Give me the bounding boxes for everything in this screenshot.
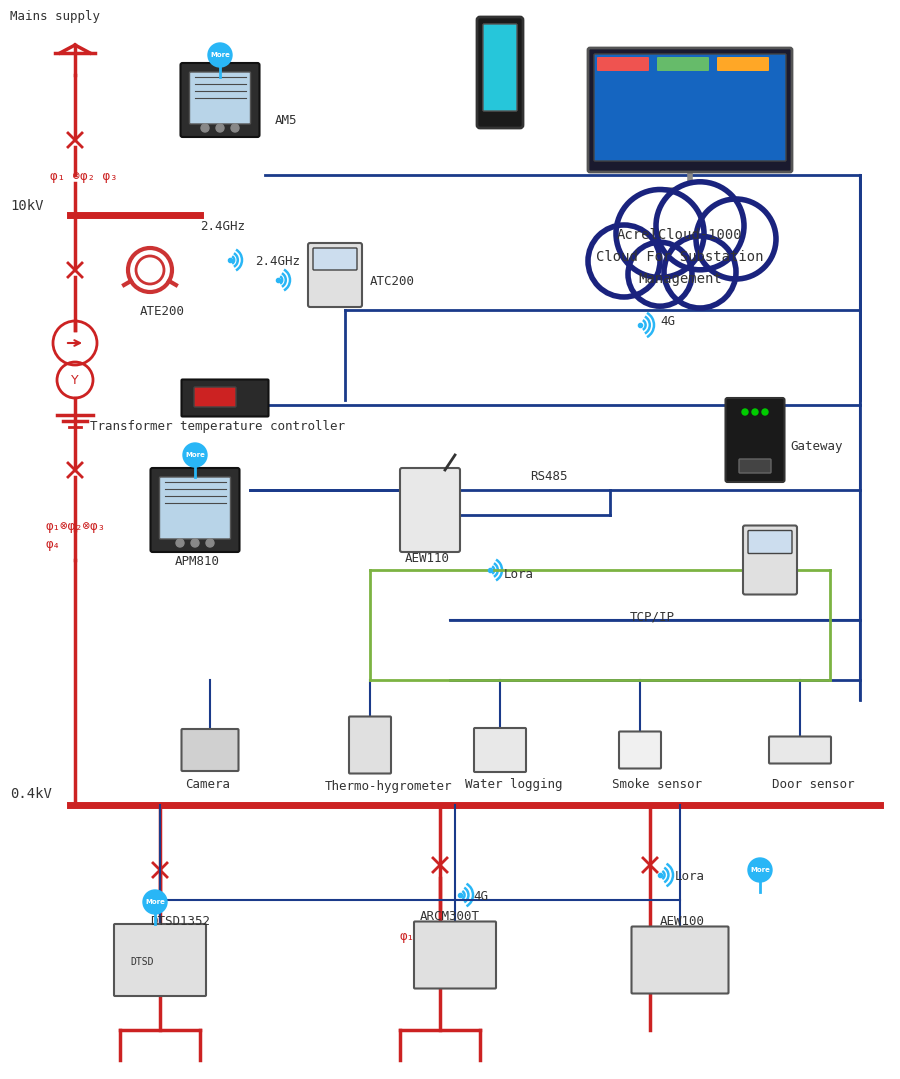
Circle shape <box>752 409 758 415</box>
Text: Lora: Lora <box>504 568 534 581</box>
Text: More: More <box>145 899 165 905</box>
FancyBboxPatch shape <box>717 57 769 71</box>
Text: φ₁ ⊗φ₂ φ₃: φ₁ ⊗φ₂ φ₃ <box>50 170 118 183</box>
Text: APM810: APM810 <box>175 555 220 568</box>
FancyBboxPatch shape <box>725 398 785 482</box>
Text: 10kV: 10kV <box>10 199 43 213</box>
Text: RS485: RS485 <box>530 470 568 483</box>
FancyBboxPatch shape <box>182 380 268 416</box>
Text: Management: Management <box>638 272 722 286</box>
Circle shape <box>201 124 209 132</box>
Text: ATE200: ATE200 <box>140 305 185 318</box>
Text: Camera: Camera <box>185 778 230 791</box>
FancyBboxPatch shape <box>739 459 771 473</box>
FancyBboxPatch shape <box>400 468 460 552</box>
Text: 0.4kV: 0.4kV <box>10 787 52 801</box>
Circle shape <box>206 540 214 547</box>
Text: AEW110: AEW110 <box>405 552 450 565</box>
Text: Mains supply: Mains supply <box>10 10 100 23</box>
Circle shape <box>176 540 184 547</box>
FancyBboxPatch shape <box>588 47 792 172</box>
Circle shape <box>588 226 660 297</box>
Text: 4G: 4G <box>660 315 675 328</box>
FancyBboxPatch shape <box>159 477 230 540</box>
FancyBboxPatch shape <box>743 525 797 595</box>
Text: ARCM300T: ARCM300T <box>420 910 480 923</box>
Text: φ₁⊗φ₂⊗φ₃: φ₁⊗φ₂⊗φ₃ <box>125 930 185 943</box>
Text: Gateway: Gateway <box>790 440 842 453</box>
Text: AEW100: AEW100 <box>660 915 705 928</box>
Text: φ₁⊗φ₂⊗φ₃: φ₁⊗φ₂⊗φ₃ <box>45 520 105 533</box>
FancyBboxPatch shape <box>748 531 792 554</box>
Text: DTSD: DTSD <box>130 957 154 967</box>
Text: φ₄: φ₄ <box>45 538 60 551</box>
FancyBboxPatch shape <box>657 57 709 71</box>
FancyBboxPatch shape <box>194 387 236 407</box>
Circle shape <box>191 540 199 547</box>
FancyBboxPatch shape <box>114 924 206 996</box>
FancyBboxPatch shape <box>182 729 238 771</box>
Circle shape <box>696 199 776 279</box>
Text: Cloud For Substation: Cloud For Substation <box>596 250 764 264</box>
Text: Water logging: Water logging <box>465 778 562 791</box>
Circle shape <box>748 858 772 882</box>
Text: 2.4GHz: 2.4GHz <box>200 220 245 233</box>
Text: DTSD1352: DTSD1352 <box>150 915 210 928</box>
Circle shape <box>616 190 704 277</box>
Circle shape <box>183 443 207 467</box>
FancyBboxPatch shape <box>349 716 391 774</box>
Text: More: More <box>750 868 770 873</box>
FancyBboxPatch shape <box>190 72 250 124</box>
Circle shape <box>664 236 736 308</box>
FancyBboxPatch shape <box>632 927 728 994</box>
Circle shape <box>742 409 748 415</box>
Text: AM5: AM5 <box>275 113 298 126</box>
Text: Y: Y <box>71 373 79 386</box>
FancyBboxPatch shape <box>150 468 239 552</box>
Text: More: More <box>210 52 230 58</box>
Text: ATC200: ATC200 <box>370 275 415 288</box>
Text: 4G: 4G <box>473 890 488 903</box>
FancyBboxPatch shape <box>308 243 362 308</box>
Circle shape <box>208 43 232 67</box>
Text: Transformer temperature controller: Transformer temperature controller <box>90 420 345 433</box>
FancyBboxPatch shape <box>619 732 661 768</box>
Circle shape <box>628 242 692 306</box>
Circle shape <box>216 124 224 132</box>
Text: More: More <box>185 452 205 457</box>
Circle shape <box>143 890 167 914</box>
Text: φ₁⊗φ₂⊗φ₃: φ₁⊗φ₂⊗φ₃ <box>400 930 460 943</box>
Circle shape <box>231 124 239 132</box>
FancyBboxPatch shape <box>594 54 786 161</box>
FancyBboxPatch shape <box>597 57 649 71</box>
FancyBboxPatch shape <box>474 728 526 771</box>
Text: Door sensor: Door sensor <box>772 778 854 791</box>
Text: 2.4GHz: 2.4GHz <box>255 255 300 268</box>
FancyBboxPatch shape <box>477 17 523 128</box>
Text: Smoke sensor: Smoke sensor <box>612 778 702 791</box>
Text: AcrelCloud-1000: AcrelCloud-1000 <box>617 228 742 242</box>
FancyBboxPatch shape <box>181 63 259 137</box>
Text: Lora: Lora <box>675 870 705 883</box>
Circle shape <box>656 181 744 270</box>
FancyBboxPatch shape <box>769 737 831 764</box>
FancyBboxPatch shape <box>313 248 357 270</box>
Text: TCP/IP: TCP/IP <box>630 610 675 623</box>
Text: Thermo-hygrometer: Thermo-hygrometer <box>325 780 453 793</box>
FancyBboxPatch shape <box>414 921 496 988</box>
FancyBboxPatch shape <box>483 24 517 111</box>
Circle shape <box>762 409 768 415</box>
